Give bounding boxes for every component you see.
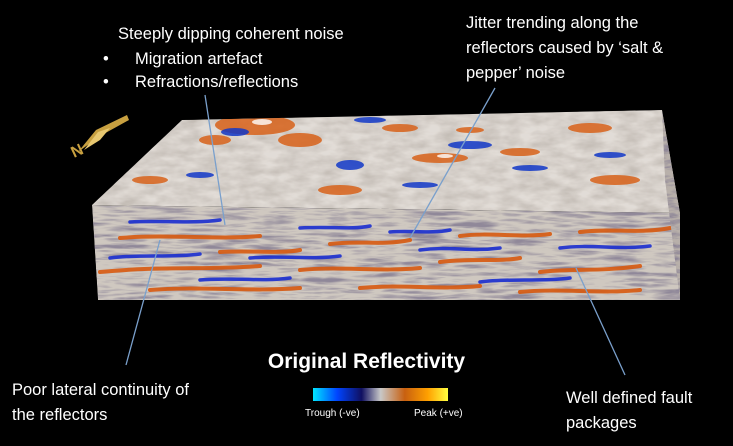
annotation-coherent-noise-heading: Steeply dipping coherent noise <box>118 25 344 43</box>
colorbar-peak-label: Peak (+ve) <box>414 408 463 419</box>
bullet-icon: • <box>103 50 109 68</box>
colorbar-trough-label: Trough (-ve) <box>305 408 360 419</box>
annotation-fault-line-2: packages <box>566 414 637 432</box>
front-face-peak-reflectors <box>98 226 672 294</box>
annotation-jitter-line-3: pepper’ noise <box>466 64 566 82</box>
annotation-fault-line-1: Well defined fault <box>566 389 693 407</box>
north-arrow-icon: N <box>69 115 129 162</box>
annotation-lateral-line-2: the reflectors <box>12 406 108 424</box>
figure-title: Original Reflectivity <box>267 350 466 373</box>
cube-top-face <box>92 110 680 213</box>
annotation-jitter-line-1: Jitter trending along the <box>466 14 639 32</box>
pointer-lateral-continuity <box>125 239 161 366</box>
colorbar <box>313 388 448 401</box>
annotation-lateral-line-1: Poor lateral continuity of <box>12 381 190 399</box>
pointer-coherent-noise <box>204 94 226 226</box>
annotation-jitter-line-2: reflectors caused by ‘salt & <box>466 39 664 57</box>
pointer-fault-packages <box>575 267 626 376</box>
front-face-trough-reflectors <box>108 218 652 284</box>
bullet-icon: • <box>103 73 109 91</box>
north-arrow-letter: N <box>69 141 87 161</box>
annotation-bullet-refractions: Refractions/reflections <box>135 73 299 91</box>
cube-front-face <box>92 205 680 300</box>
top-face-troughs <box>186 117 626 188</box>
annotation-pointers <box>125 87 626 376</box>
annotation-bullet-migration: Migration artefact <box>135 50 263 68</box>
pointer-jitter <box>409 87 496 239</box>
